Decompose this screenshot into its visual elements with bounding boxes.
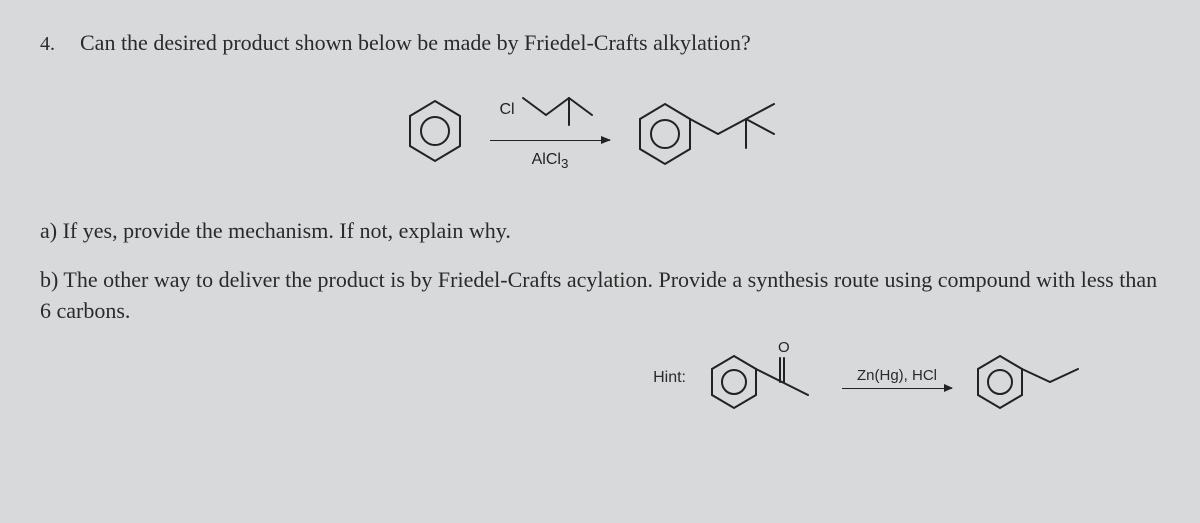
hint-label: Hint:	[653, 369, 686, 387]
hint-row: Hint: O Zn(Hg), HCl	[40, 338, 1100, 418]
benzene-icon	[400, 91, 470, 171]
part-b: b) The other way to deliver the product …	[40, 265, 1160, 327]
cl-label: Cl	[499, 101, 514, 119]
product-icon	[630, 86, 800, 176]
clemmensen-arrow: Zn(Hg), HCl	[842, 367, 952, 389]
clemmensen-reagent: Zn(Hg), HCl	[857, 367, 937, 384]
aryl-ketone-icon: O	[704, 338, 824, 418]
reaction-arrow: Cl AlCl3	[490, 90, 610, 171]
page: 4. Can the desired product shown below b…	[0, 0, 1200, 523]
carbonyl-o-label: O	[778, 339, 790, 356]
catalyst-label: AlCl3	[532, 151, 569, 171]
reaction-scheme: Cl AlCl3	[40, 86, 1160, 176]
question-line: 4. Can the desired product shown below b…	[40, 30, 1160, 56]
arrow-line-icon	[490, 140, 610, 141]
alkyl-halide: Cl	[499, 90, 600, 130]
part-a: a) If yes, provide the mechanism. If not…	[40, 216, 1160, 247]
hint-arrow-line-icon	[842, 388, 952, 389]
neopentyl-chloride-icon	[521, 90, 601, 130]
question-text: Can the desired product shown below be m…	[80, 30, 1160, 56]
alkylbenzene-icon	[970, 338, 1100, 418]
question-number: 4.	[40, 33, 80, 56]
